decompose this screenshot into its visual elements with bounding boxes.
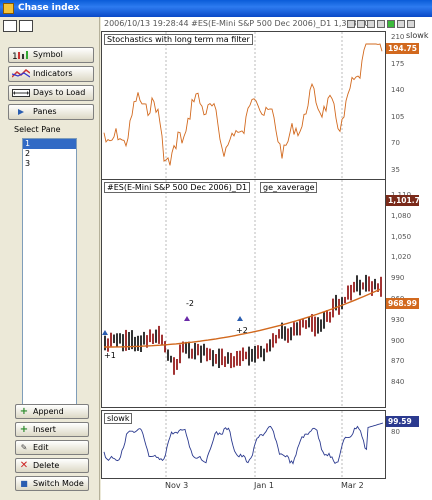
days-to-load-label: Days to Load <box>33 88 86 97</box>
indicators-label: Indicators <box>33 69 73 78</box>
edit-icon: ✎ <box>20 443 28 452</box>
pane-2-ma-name: ge_xaverage <box>263 183 315 192</box>
signal-arrow-icon <box>102 330 108 335</box>
window-button[interactable] <box>347 20 355 28</box>
time-tick: Jan 1 <box>254 481 274 490</box>
symbol-label: Symbol <box>33 50 63 59</box>
axis-tick-label: 840 <box>391 378 405 387</box>
window-button[interactable] <box>367 20 375 28</box>
pane-1[interactable]: Stochastics with long term ma filter <box>101 31 386 195</box>
pane-1-label: Stochastics with long term ma filter <box>104 34 253 45</box>
axis-tick-label: 80 <box>391 428 400 436</box>
window-button[interactable] <box>397 20 405 28</box>
slowk-header-label: slowk <box>406 31 429 40</box>
days-to-load-button[interactable]: Days to Load <box>8 85 94 101</box>
append-label: Append <box>33 407 64 416</box>
axis-tick-label: 140 <box>391 86 405 94</box>
chart-info-text: 2006/10/13 19:28:44 #ES(E-Mini S&P 500 D… <box>104 19 370 28</box>
panes-button[interactable]: Panes <box>8 104 94 120</box>
time-tick: Nov 3 <box>165 481 189 490</box>
switch-icon: ■ <box>20 479 28 488</box>
panes-label: Panes <box>33 107 57 116</box>
window-button[interactable] <box>357 20 365 28</box>
pane-2-ma-label: ge_xaverage <box>260 182 318 193</box>
window-button[interactable] <box>407 20 415 28</box>
window-title: Chase index <box>18 3 80 13</box>
time-tick: Mar 2 <box>341 481 364 490</box>
title-bar: Chase index <box>0 0 432 17</box>
pane-list-item[interactable]: 3 <box>25 159 31 168</box>
pane-2-ma-value: 968.99 <box>386 298 419 309</box>
chart-area: 2006/10/13 19:28:44 #ES(E-Mini S&P 500 D… <box>101 17 432 500</box>
append-button[interactable]: + Append <box>15 404 89 419</box>
list-view-icon[interactable] <box>19 20 33 32</box>
pane-3-plot <box>103 411 384 478</box>
delete-icon: ✕ <box>19 460 29 471</box>
delete-label: Delete <box>33 461 60 470</box>
app-icon <box>3 3 14 14</box>
axis-tick-label: 175 <box>391 59 405 68</box>
indicators-icon <box>12 69 30 78</box>
annotation-minus2: -2 <box>186 299 194 308</box>
symbol-button[interactable]: 1 Symbol <box>8 47 94 63</box>
plus-icon: + <box>19 406 29 417</box>
pane-1-last-value: 194.75 <box>386 43 419 54</box>
pane-3[interactable]: slowk <box>101 410 386 479</box>
chart-window-buttons <box>347 20 415 28</box>
axis-tick-label: 900 <box>391 336 405 345</box>
pane-list-item[interactable]: 1 <box>23 139 76 149</box>
left-panel: 1 Symbol Indicators Days to Load Panes S… <box>0 17 100 500</box>
edit-button[interactable]: ✎ Edit <box>15 440 89 455</box>
edit-label: Edit <box>33 443 49 452</box>
pane-1-axis: 210 175 140 105 70 35 <box>387 31 432 195</box>
axis-tick-label: 70 <box>391 139 400 147</box>
axis-tick-label: 1,080 <box>391 211 412 220</box>
axis-tick-label: 990 <box>391 274 405 283</box>
svg-text:1: 1 <box>12 52 18 60</box>
time-axis: Nov 3 Jan 1 Mar 2 <box>101 479 386 493</box>
annotation-plus1: +1 <box>104 351 116 360</box>
stochastic-line <box>103 43 383 166</box>
pane-2-symbol-label: #ES(E-Mini S&P 500 Dec 2006)_D1 <box>107 183 248 192</box>
pane-3-last-value: 99.59 <box>386 416 419 427</box>
moving-average-line <box>104 288 381 348</box>
axis-tick-label: 105 <box>391 112 405 121</box>
chart-info-header: 2006/10/13 19:28:44 #ES(E-Mini S&P 500 D… <box>101 17 432 31</box>
pane-2-label: #ES(E-Mini S&P 500 Dec 2006)_D1 <box>104 182 251 193</box>
pane-3-axis: 80 <box>387 410 432 479</box>
switch-mode-button[interactable]: ■ Switch Mode <box>15 476 89 491</box>
axis-tick-label: 210 <box>391 33 405 41</box>
insert-label: Insert <box>33 425 56 434</box>
pane-2[interactable]: #ES(E-Mini S&P 500 Dec 2006)_D1 ge_xaver… <box>101 179 386 408</box>
pane-2-plot <box>102 180 382 407</box>
signal-arrow-icon <box>237 316 243 321</box>
select-pane-label: Select Pane <box>14 125 61 134</box>
panes-icon <box>18 109 24 115</box>
axis-tick-label: 35 <box>391 165 400 174</box>
pane-3-label: slowk <box>104 413 133 424</box>
days-icon <box>12 89 30 97</box>
grid-view-icon[interactable] <box>3 20 17 32</box>
slowk-line <box>103 422 384 465</box>
axis-tick-label: 930 <box>391 315 405 324</box>
indicators-button[interactable]: Indicators <box>8 66 94 82</box>
axis-tick-label: 870 <box>391 357 405 366</box>
window-button[interactable] <box>387 20 395 28</box>
insert-button[interactable]: + Insert <box>15 422 89 437</box>
pane-list[interactable]: 1 2 3 <box>22 138 77 408</box>
pane-1-plot <box>103 32 383 194</box>
plus-icon: + <box>19 424 29 435</box>
window-button[interactable] <box>377 20 385 28</box>
symbol-icon: 1 <box>12 51 28 60</box>
axis-tick-label: 1,020 <box>391 253 412 262</box>
switch-mode-label: Switch Mode <box>33 479 84 488</box>
signal-arrow-icon <box>184 316 190 321</box>
pane-list-item[interactable]: 2 <box>25 149 31 158</box>
annotation-plus2: +2 <box>236 326 248 335</box>
axis-tick-label: 1,050 <box>391 232 412 241</box>
delete-button[interactable]: ✕ Delete <box>15 458 89 473</box>
pane-2-last-value: 1,101.75 <box>386 195 426 206</box>
